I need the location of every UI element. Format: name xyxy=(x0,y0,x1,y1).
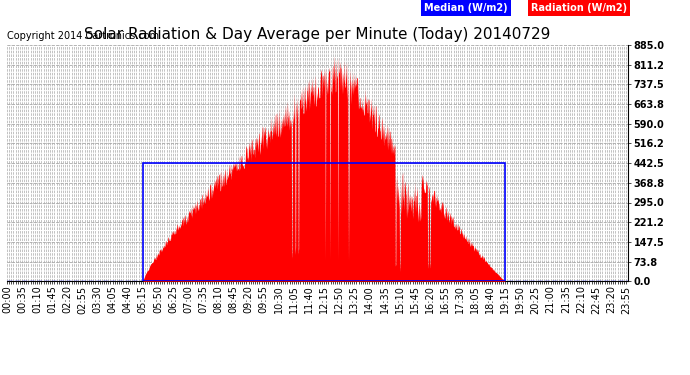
Title: Solar Radiation & Day Average per Minute (Today) 20140729: Solar Radiation & Day Average per Minute… xyxy=(84,27,551,42)
Text: Median (W/m2): Median (W/m2) xyxy=(424,3,508,13)
Text: Copyright 2014 Cartronics.com: Copyright 2014 Cartronics.com xyxy=(7,32,159,41)
Text: Radiation (W/m2): Radiation (W/m2) xyxy=(531,3,627,13)
Bar xyxy=(143,163,505,281)
